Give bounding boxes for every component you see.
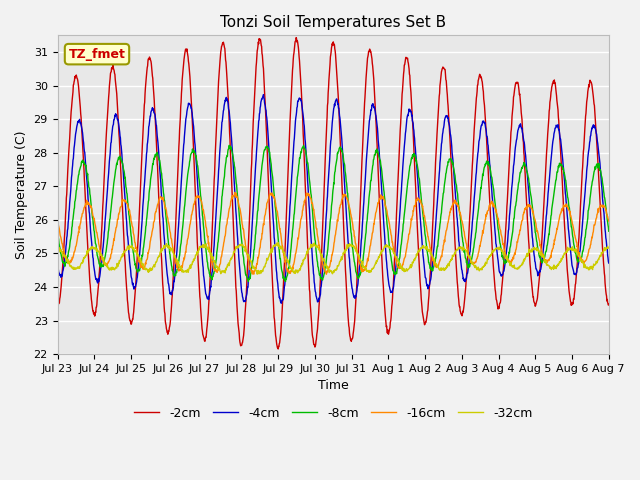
-2cm	[310, 339, 317, 345]
-16cm	[54, 217, 61, 223]
-8cm	[605, 228, 612, 234]
-32cm	[368, 266, 376, 272]
-16cm	[231, 190, 239, 195]
-32cm	[97, 252, 104, 258]
Line: -32cm: -32cm	[58, 243, 609, 274]
-4cm	[278, 300, 285, 306]
-2cm	[288, 82, 296, 87]
-8cm	[282, 278, 289, 284]
-4cm	[605, 260, 612, 266]
-2cm	[54, 302, 61, 308]
Line: -8cm: -8cm	[58, 145, 609, 281]
-32cm	[605, 245, 612, 251]
-2cm	[605, 301, 612, 307]
-2cm	[97, 255, 104, 261]
-8cm	[310, 219, 317, 225]
-16cm	[288, 268, 296, 274]
Text: TZ_fmet: TZ_fmet	[68, 48, 125, 60]
-2cm	[300, 137, 307, 143]
-32cm	[300, 258, 307, 264]
Y-axis label: Soil Temperature (C): Soil Temperature (C)	[15, 131, 28, 259]
Line: -4cm: -4cm	[58, 95, 609, 303]
-32cm	[310, 243, 317, 249]
-8cm	[300, 143, 307, 148]
-4cm	[54, 262, 61, 267]
-32cm	[253, 271, 261, 277]
-8cm	[54, 227, 61, 232]
-2cm	[275, 346, 282, 352]
-32cm	[288, 267, 296, 273]
-8cm	[368, 169, 376, 175]
-2cm	[292, 35, 300, 40]
-4cm	[97, 270, 104, 276]
-8cm	[97, 264, 104, 270]
-8cm	[119, 160, 127, 166]
-32cm	[275, 240, 282, 246]
-16cm	[119, 198, 127, 204]
Legend: -2cm, -4cm, -8cm, -16cm, -32cm: -2cm, -4cm, -8cm, -16cm, -32cm	[129, 402, 538, 425]
-8cm	[288, 234, 296, 240]
-16cm	[323, 271, 330, 277]
-4cm	[368, 102, 376, 108]
-4cm	[119, 162, 127, 168]
-16cm	[97, 247, 104, 253]
-2cm	[119, 208, 127, 214]
-4cm	[310, 270, 317, 276]
Title: Tonzi Soil Temperatures Set B: Tonzi Soil Temperatures Set B	[220, 15, 446, 30]
-4cm	[260, 92, 268, 97]
-32cm	[54, 243, 61, 249]
-16cm	[309, 204, 317, 210]
-4cm	[300, 116, 307, 121]
-16cm	[605, 218, 612, 224]
-16cm	[368, 233, 376, 239]
-4cm	[288, 168, 296, 173]
-8cm	[225, 143, 233, 148]
Line: -16cm: -16cm	[58, 192, 609, 274]
X-axis label: Time: Time	[318, 379, 349, 392]
-2cm	[368, 56, 376, 61]
Line: -2cm: -2cm	[58, 37, 609, 349]
-16cm	[300, 204, 307, 210]
-32cm	[119, 251, 127, 257]
